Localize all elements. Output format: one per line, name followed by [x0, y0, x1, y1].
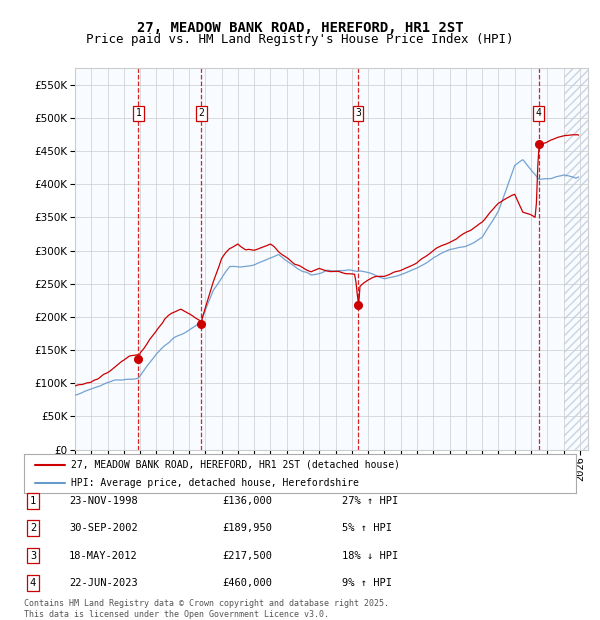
Text: 27, MEADOW BANK ROAD, HEREFORD, HR1 2ST: 27, MEADOW BANK ROAD, HEREFORD, HR1 2ST: [137, 21, 463, 35]
Text: £460,000: £460,000: [222, 578, 272, 588]
Text: 4: 4: [536, 108, 542, 118]
Bar: [563, 68, 588, 450]
Text: 1: 1: [136, 108, 142, 118]
Text: £189,950: £189,950: [222, 523, 272, 533]
Text: 27, MEADOW BANK ROAD, HEREFORD, HR1 2ST (detached house): 27, MEADOW BANK ROAD, HEREFORD, HR1 2ST …: [71, 460, 400, 470]
Text: 30-SEP-2002: 30-SEP-2002: [69, 523, 138, 533]
Text: 9% ↑ HPI: 9% ↑ HPI: [342, 578, 392, 588]
Text: 4: 4: [30, 578, 36, 588]
Text: 18% ↓ HPI: 18% ↓ HPI: [342, 551, 398, 560]
Text: 2: 2: [198, 108, 204, 118]
Text: Contains HM Land Registry data © Crown copyright and database right 2025.
This d: Contains HM Land Registry data © Crown c…: [24, 600, 389, 619]
Text: 23-NOV-1998: 23-NOV-1998: [69, 496, 138, 506]
Text: 18-MAY-2012: 18-MAY-2012: [69, 551, 138, 560]
Text: 1: 1: [30, 496, 36, 506]
Bar: [563, 68, 588, 450]
Text: 22-JUN-2023: 22-JUN-2023: [69, 578, 138, 588]
Text: HPI: Average price, detached house, Herefordshire: HPI: Average price, detached house, Here…: [71, 478, 359, 489]
Text: 3: 3: [355, 108, 361, 118]
Text: Price paid vs. HM Land Registry's House Price Index (HPI): Price paid vs. HM Land Registry's House …: [86, 33, 514, 45]
Text: £136,000: £136,000: [222, 496, 272, 506]
Text: 2: 2: [30, 523, 36, 533]
Text: 27% ↑ HPI: 27% ↑ HPI: [342, 496, 398, 506]
Text: 3: 3: [30, 551, 36, 560]
Text: £217,500: £217,500: [222, 551, 272, 560]
Bar: [75, 68, 588, 450]
Text: 5% ↑ HPI: 5% ↑ HPI: [342, 523, 392, 533]
